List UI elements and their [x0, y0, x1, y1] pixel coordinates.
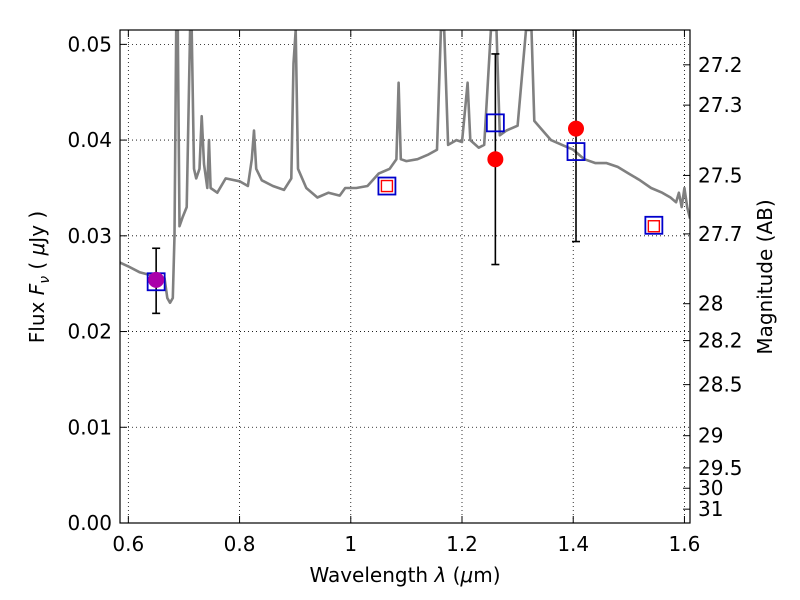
model-square — [485, 113, 505, 133]
model-square — [377, 176, 397, 196]
observed-point — [568, 120, 584, 137]
mag-tick-label: 27.5 — [698, 163, 743, 187]
x-tick-label: 1 — [344, 532, 357, 556]
y-tick-label: 0.03 — [67, 224, 112, 248]
y-tick-label: 0.02 — [67, 320, 112, 344]
observed-square — [647, 220, 661, 233]
mag-tick-label: 30 — [698, 476, 723, 500]
axis-ticks: 0.6 0.8 1 1.2 1.4 1.6 0.00 0.01 0.02 0.03 0.04 0.05… — [67, 30, 743, 556]
observed-point — [487, 151, 504, 168]
y-tick-label: 0.00 — [67, 511, 112, 535]
mag-tick-label: 27.7 — [698, 222, 743, 246]
y2-axis-title: Magnitude (AB) — [753, 199, 777, 354]
x-tick-label: 1.2 — [446, 532, 478, 556]
plot-frame — [119, 29, 691, 524]
mag-tick-label: 29 — [698, 424, 723, 448]
grid — [120, 30, 690, 524]
x-axis-title: Wavelength λ (μm) — [309, 563, 500, 587]
mag-tick-label: 27.2 — [698, 53, 743, 77]
y-axis-title: Flux Fν ( μJy ) — [25, 211, 53, 343]
mag-tick-label: 29.5 — [698, 456, 743, 480]
observed-point — [148, 271, 165, 288]
y-tick-label: 0.01 — [67, 415, 112, 439]
mag-tick-label: 28 — [698, 292, 723, 316]
mag-tick-label: 28.5 — [698, 373, 743, 397]
y-tick-label: 0.04 — [67, 128, 112, 152]
model-square — [566, 142, 586, 161]
mag-tick-label: 28.2 — [698, 329, 743, 353]
mag-tick-label: 31 — [698, 497, 723, 521]
mag-tick-label: 27.3 — [698, 93, 743, 117]
plot-area — [120, 30, 690, 315]
spectrum-line — [120, 30, 690, 305]
x-tick-label: 1.4 — [557, 532, 589, 556]
model-square — [644, 215, 664, 235]
y-tick-label: 0.05 — [67, 32, 112, 56]
observed-square — [380, 179, 394, 193]
x-tick-label: 0.8 — [224, 532, 256, 556]
x-tick-label: 1.6 — [669, 532, 701, 556]
x-tick-label: 0.6 — [112, 532, 144, 556]
